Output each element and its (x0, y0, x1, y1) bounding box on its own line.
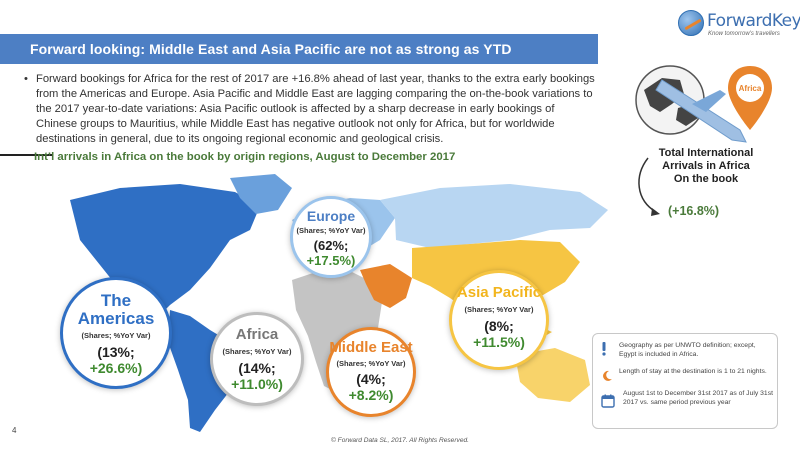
region-share-europe: (62%; (313, 237, 349, 253)
map-greenland (230, 174, 292, 214)
logo-tagline: Know tomorrow's travellers (708, 31, 780, 37)
region-meta-africa: (Shares; %YoY Var) (222, 346, 292, 356)
plane-icon (655, 79, 747, 143)
region-var-americas: +26.6%) (89, 359, 143, 376)
pin-hole (736, 74, 764, 102)
region-meta-asia-pacific: (Shares; %YoY Var) (464, 304, 534, 314)
map-africa (292, 270, 382, 392)
bubble-middle-east: Middle East (Shares; %YoY Var) (4%; +8.2… (326, 327, 416, 417)
logo-name: ForwardKeys (707, 11, 800, 31)
region-name-europe: Europe (306, 208, 356, 224)
globe-logo-icon (678, 10, 704, 36)
divider-line (0, 154, 52, 156)
note-geography: Geography as per UNWTO definition; excep… (619, 342, 756, 358)
kpi-label-line3: On the book (673, 173, 739, 185)
region-share-asia-pacific: (8%; (484, 317, 514, 334)
moon-icon (603, 370, 612, 381)
region-share-africa: (14%; (238, 359, 276, 376)
kpi-label: Total International Arrivals in Africa O… (626, 147, 786, 186)
bubble-asia-pacific: Asia Pacific (Shares; %YoY Var) (8%; +11… (449, 270, 549, 370)
region-name-asia-pacific: Asia Pacific (456, 284, 542, 301)
map-australia (515, 348, 590, 402)
bullet-marker: • (24, 73, 28, 85)
region-share-middle-east: (4%; (356, 370, 386, 387)
kpi-label-line1: Total International (658, 147, 754, 159)
map-russia (380, 184, 608, 248)
region-var-middle-east: +8.2%) (348, 386, 394, 403)
kpi-label-line2: Arrivals in Africa (662, 160, 750, 172)
bubble-africa: Africa (Shares; %YoY Var) (14%; +11.0%) (210, 312, 304, 406)
map-subtitle: Int’l arrivals in Africa on the book by … (34, 151, 456, 163)
bubble-americas: The Americas (Shares; %YoY Var) (13%; +2… (60, 277, 172, 389)
page-number: 4 (12, 426, 17, 435)
region-meta-americas: (Shares; %YoY Var) (81, 330, 151, 340)
title-banner: Forward looking: Middle East and Asia Pa… (0, 34, 598, 64)
note-length-of-stay: Length of stay at the destination is 1 t… (619, 368, 767, 375)
region-meta-middle-east: (Shares; %YoY Var) (336, 358, 406, 368)
bubble-europe: Europe (Shares; %YoY Var) (62%; +17.5%) (290, 196, 372, 278)
bullet-paragraph: • Forward bookings for Africa for the re… (24, 72, 596, 147)
plane-wing (692, 90, 726, 112)
curved-arrow-icon (638, 157, 660, 216)
region-var-africa: +11.0%) (231, 375, 283, 392)
globe-plane-illustration: Africa (635, 65, 772, 143)
region-name-americas-line2: Americas (77, 308, 155, 328)
calendar-icon (601, 394, 615, 408)
kpi-value: (+16.8%) (668, 204, 720, 218)
copyright-footer: © Forward Data SL, 2017. All Rights Rese… (330, 437, 469, 444)
note-period: August 1st to December 31st 2017 as of J… (623, 390, 773, 406)
region-name-africa: Africa (235, 326, 279, 343)
forwardkeys-logo: ForwardKeys Know tomorrow's travellers (678, 8, 800, 42)
notes-box: Geography as per UNWTO definition; excep… (592, 333, 778, 429)
region-var-asia-pacific: +11.5%) (473, 333, 525, 350)
region-name-middle-east: Middle East (329, 339, 413, 356)
slide-title: Forward looking: Middle East and Asia Pa… (30, 41, 512, 57)
bullet-text: Forward bookings for Africa for the rest… (36, 73, 595, 145)
region-name-americas-line1: The (100, 291, 132, 310)
region-meta-europe: (Shares; %YoY Var) (296, 225, 366, 235)
region-var-europe: +17.5%) (306, 252, 356, 268)
pin-label: Africa (739, 84, 762, 93)
map-middle-east (360, 264, 412, 308)
region-share-americas: (13%; (97, 343, 135, 360)
exclamation-icon (602, 342, 606, 356)
